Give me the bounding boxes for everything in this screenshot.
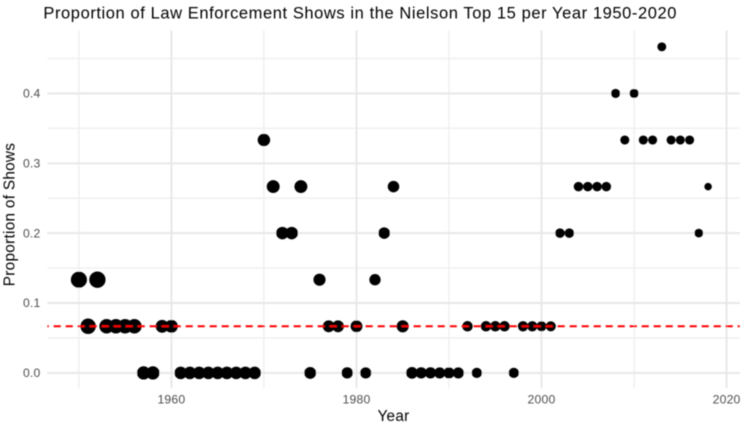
svg-text:2000: 2000 bbox=[528, 393, 556, 407]
svg-text:0.1: 0.1 bbox=[23, 296, 41, 310]
svg-text:Year: Year bbox=[377, 408, 409, 425]
svg-text:1960: 1960 bbox=[157, 393, 185, 407]
svg-text:0.0: 0.0 bbox=[23, 366, 41, 380]
svg-text:0.2: 0.2 bbox=[23, 226, 41, 240]
svg-text:2020: 2020 bbox=[713, 393, 741, 407]
svg-text:Proportion of Shows: Proportion of Shows bbox=[2, 143, 19, 286]
svg-text:1980: 1980 bbox=[343, 393, 371, 407]
svg-text:0.3: 0.3 bbox=[23, 157, 41, 171]
svg-text:0.4: 0.4 bbox=[23, 87, 41, 101]
svg-text:Proportion of Law Enforcement: Proportion of Law Enforcement Shows in t… bbox=[43, 5, 677, 23]
